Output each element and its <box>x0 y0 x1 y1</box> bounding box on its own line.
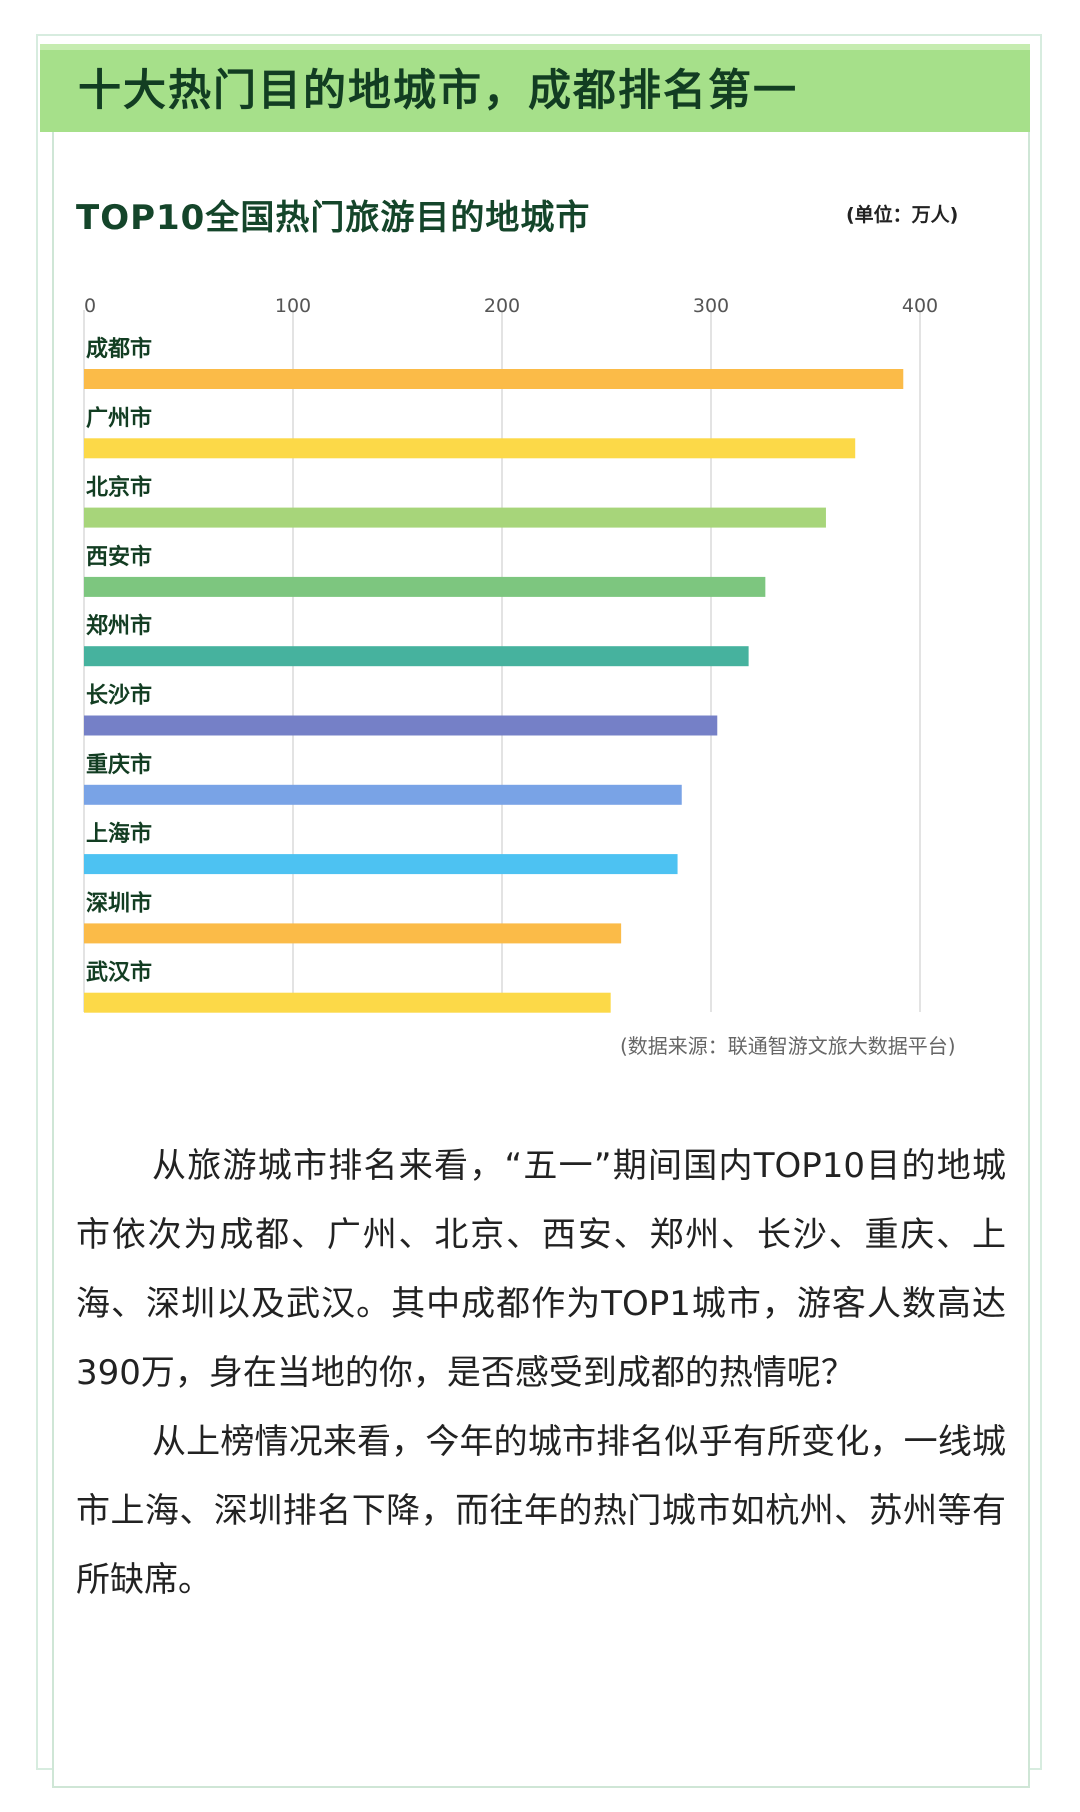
article-body: 从旅游城市排名来看，“五一”期间国内TOP10目的地城市依次为成都、广州、北京、… <box>76 1132 1006 1615</box>
article-paragraph-1: 从旅游城市排名来看，“五一”期间国内TOP10目的地城市依次为成都、广州、北京、… <box>76 1146 1006 1393</box>
chart-title: TOP10全国热门旅游目的地城市 <box>76 198 591 238</box>
article-paragraph-2: 从上榜情况来看，今年的城市排名似乎有所变化，一线城市上海、深圳排名下降，而往年的… <box>76 1422 1006 1600</box>
data-source: (数据来源：联通智游文旅大数据平台) <box>620 1034 956 1058</box>
inner-frame <box>52 48 1030 1788</box>
page-title: 十大热门目的地城市，成都排名第一 <box>78 66 798 116</box>
unit-label: (单位：万人) <box>846 204 959 226</box>
header-band <box>40 44 1030 132</box>
